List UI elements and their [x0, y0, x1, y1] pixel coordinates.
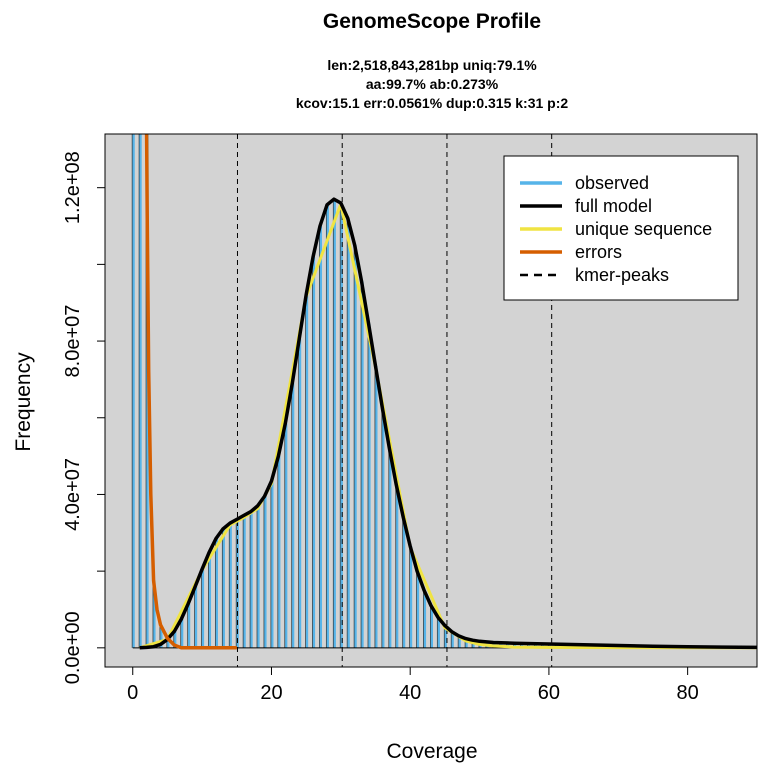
- observed-bar: [139, 134, 142, 648]
- observed-bar: [180, 619, 184, 648]
- observed-bar: [513, 643, 517, 648]
- legend: observed full model unique sequence errors k…: [503, 155, 739, 301]
- x-tick-label: 40: [399, 682, 421, 704]
- observed-bar: [527, 643, 531, 648]
- observed-bar: [361, 281, 364, 648]
- observed-bar: [215, 538, 218, 648]
- errors-curve: [144, 134, 237, 650]
- observed-bar: [534, 643, 538, 648]
- observed-bar: [430, 605, 433, 648]
- observed-bar: [132, 134, 135, 648]
- y-axis: 0.0e+00 4.0e+07 8.0e+07 1.2e+08: [62, 151, 106, 684]
- observed-bar: [291, 383, 295, 648]
- observed-bar: [326, 204, 329, 648]
- y-tick-label: 8.0e+07: [62, 305, 84, 378]
- x-tick-label: 0: [127, 682, 138, 704]
- chart-title: GenomeScope Profile: [323, 10, 541, 33]
- chart-subtitle-line-3: kcov:15.1 err:0.0561% dup:0.315 k:31 p:2: [296, 95, 569, 111]
- observed-bar: [256, 505, 260, 648]
- observed-bar: [395, 484, 399, 648]
- observed-bar: [458, 635, 461, 648]
- observed-bar: [367, 323, 371, 648]
- observed-bar: [187, 603, 191, 648]
- observed-bar: [229, 523, 232, 648]
- observed-bar: [319, 226, 323, 648]
- y-axis-label: Frequency: [12, 352, 35, 452]
- observed-histogram: [131, 134, 757, 649]
- observed-bar: [416, 571, 420, 648]
- model-curves: [139, 134, 757, 650]
- observed-bar: [347, 218, 350, 648]
- observed-bar: [374, 365, 378, 648]
- observed-bar: [298, 339, 302, 648]
- chart-subtitle-line-1: len:2,518,843,281bp uniq:79.1%: [327, 57, 537, 73]
- observed-bar: [340, 203, 343, 648]
- observed-bar: [312, 256, 316, 648]
- observed-bar: [437, 617, 440, 648]
- observed-bar: [444, 625, 447, 648]
- observed-bar: [333, 199, 336, 648]
- observed-bar: [208, 552, 212, 648]
- legend-label-4: errors: [575, 242, 622, 262]
- observed-bar: [277, 456, 281, 648]
- legend-label-5: kmer-peaks: [575, 265, 669, 285]
- observed-bar: [388, 448, 392, 648]
- x-tick-label: 80: [677, 682, 699, 704]
- kmer-peak-lines: [236, 134, 553, 667]
- legend-label-1: observed: [575, 173, 649, 193]
- legend-label-2: full model: [575, 196, 652, 216]
- observed-bar: [541, 643, 544, 648]
- observed-bar: [236, 519, 239, 648]
- y-tick-label: 1.2e+08: [62, 151, 84, 224]
- chart-subtitle-line-2: aa:99.7% ab:0.273%: [366, 76, 499, 92]
- full-model-curve: [139, 197, 757, 650]
- x-tick-label: 60: [538, 682, 560, 704]
- observed-bar: [173, 631, 177, 648]
- observed-bar: [354, 245, 357, 648]
- observed-bar: [423, 590, 427, 648]
- observed-bar: [520, 643, 524, 648]
- observed-bar: [201, 569, 205, 648]
- legend-label-3: unique sequence: [575, 219, 712, 239]
- observed-bar: [284, 423, 288, 648]
- observed-bar: [152, 580, 156, 648]
- observed-bar: [465, 638, 468, 648]
- observed-bar: [243, 515, 246, 648]
- observed-bar: [263, 496, 267, 648]
- observed-bar: [409, 546, 413, 648]
- observed-bar: [305, 295, 309, 648]
- y-tick-label: 4.0e+07: [62, 458, 84, 531]
- observed-bar: [270, 481, 274, 648]
- y-tick-label: 0.0e+00: [62, 611, 84, 684]
- observed-bar: [250, 511, 253, 648]
- observed-bar: [194, 586, 198, 648]
- observed-bar: [451, 631, 454, 648]
- x-axis: 0 20 40 60 80: [127, 666, 699, 704]
- observed-bar: [222, 528, 225, 648]
- observed-bar: [402, 517, 406, 648]
- observed-bar: [166, 638, 170, 648]
- observed-bar: [159, 624, 163, 648]
- x-axis-label: Coverage: [386, 740, 477, 763]
- observed-bar: [381, 408, 385, 648]
- x-tick-label: 20: [260, 682, 282, 704]
